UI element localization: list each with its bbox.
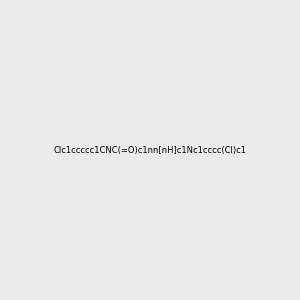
Text: Clc1ccccc1CNC(=O)c1nn[nH]c1Nc1cccc(Cl)c1: Clc1ccccc1CNC(=O)c1nn[nH]c1Nc1cccc(Cl)c1 [53, 146, 247, 154]
